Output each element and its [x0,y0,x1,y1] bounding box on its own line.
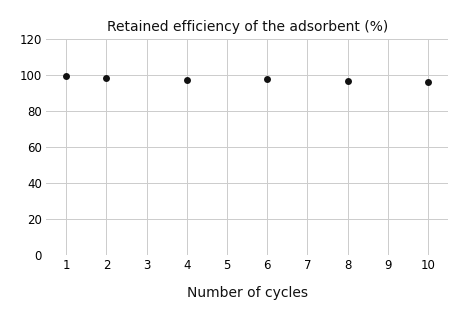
X-axis label: Number of cycles: Number of cycles [187,286,308,300]
Point [183,77,191,82]
Point [103,75,110,80]
Point [263,77,271,82]
Point [344,78,352,84]
Point [425,79,432,84]
Point [62,74,70,79]
Title: Retained efficiency of the adsorbent (%): Retained efficiency of the adsorbent (%) [107,20,388,34]
